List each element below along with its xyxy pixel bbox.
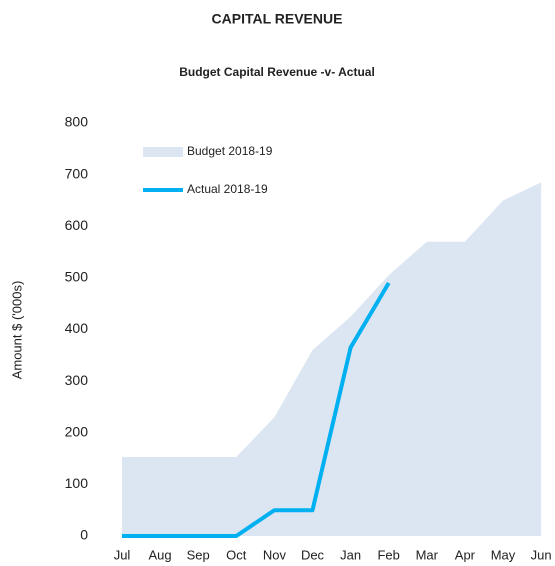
legend-label: Budget 2018-19 xyxy=(187,144,273,158)
y-tick-label: 600 xyxy=(65,217,89,233)
legend-swatch xyxy=(143,147,183,157)
y-tick-label: 300 xyxy=(65,372,89,388)
y-tick-label: 0 xyxy=(80,527,88,543)
chart-subtitle: Budget Capital Revenue -v- Actual xyxy=(179,65,375,79)
x-tick-label: Apr xyxy=(455,547,476,562)
x-tick-label: Jun xyxy=(531,547,552,562)
y-tick-label: 200 xyxy=(65,423,89,439)
y-tick-label: 100 xyxy=(65,475,89,491)
y-tick-label: 800 xyxy=(65,114,89,130)
y-tick-label: 500 xyxy=(65,269,89,285)
x-tick-label: Sep xyxy=(187,547,210,562)
x-tick-label: May xyxy=(491,547,516,562)
chart-title: CAPITAL REVENUE xyxy=(212,11,343,27)
x-tick-label: Oct xyxy=(226,547,247,562)
x-tick-label: Aug xyxy=(149,547,172,562)
x-tick-label: Jul xyxy=(114,547,131,562)
x-tick-label: Feb xyxy=(377,547,399,562)
budget-area xyxy=(122,182,542,536)
y-tick-label: 400 xyxy=(65,320,89,336)
x-tick-label: Dec xyxy=(301,547,325,562)
y-tick-label: 700 xyxy=(65,165,89,181)
actual-line xyxy=(122,282,391,538)
y-axis-label: Amount $ ('000s) xyxy=(9,281,24,380)
x-tick-label: Jan xyxy=(340,547,361,562)
legend-label: Actual 2018-19 xyxy=(187,182,268,196)
x-tick-label: Nov xyxy=(263,547,287,562)
x-tick-label: Mar xyxy=(416,547,439,562)
